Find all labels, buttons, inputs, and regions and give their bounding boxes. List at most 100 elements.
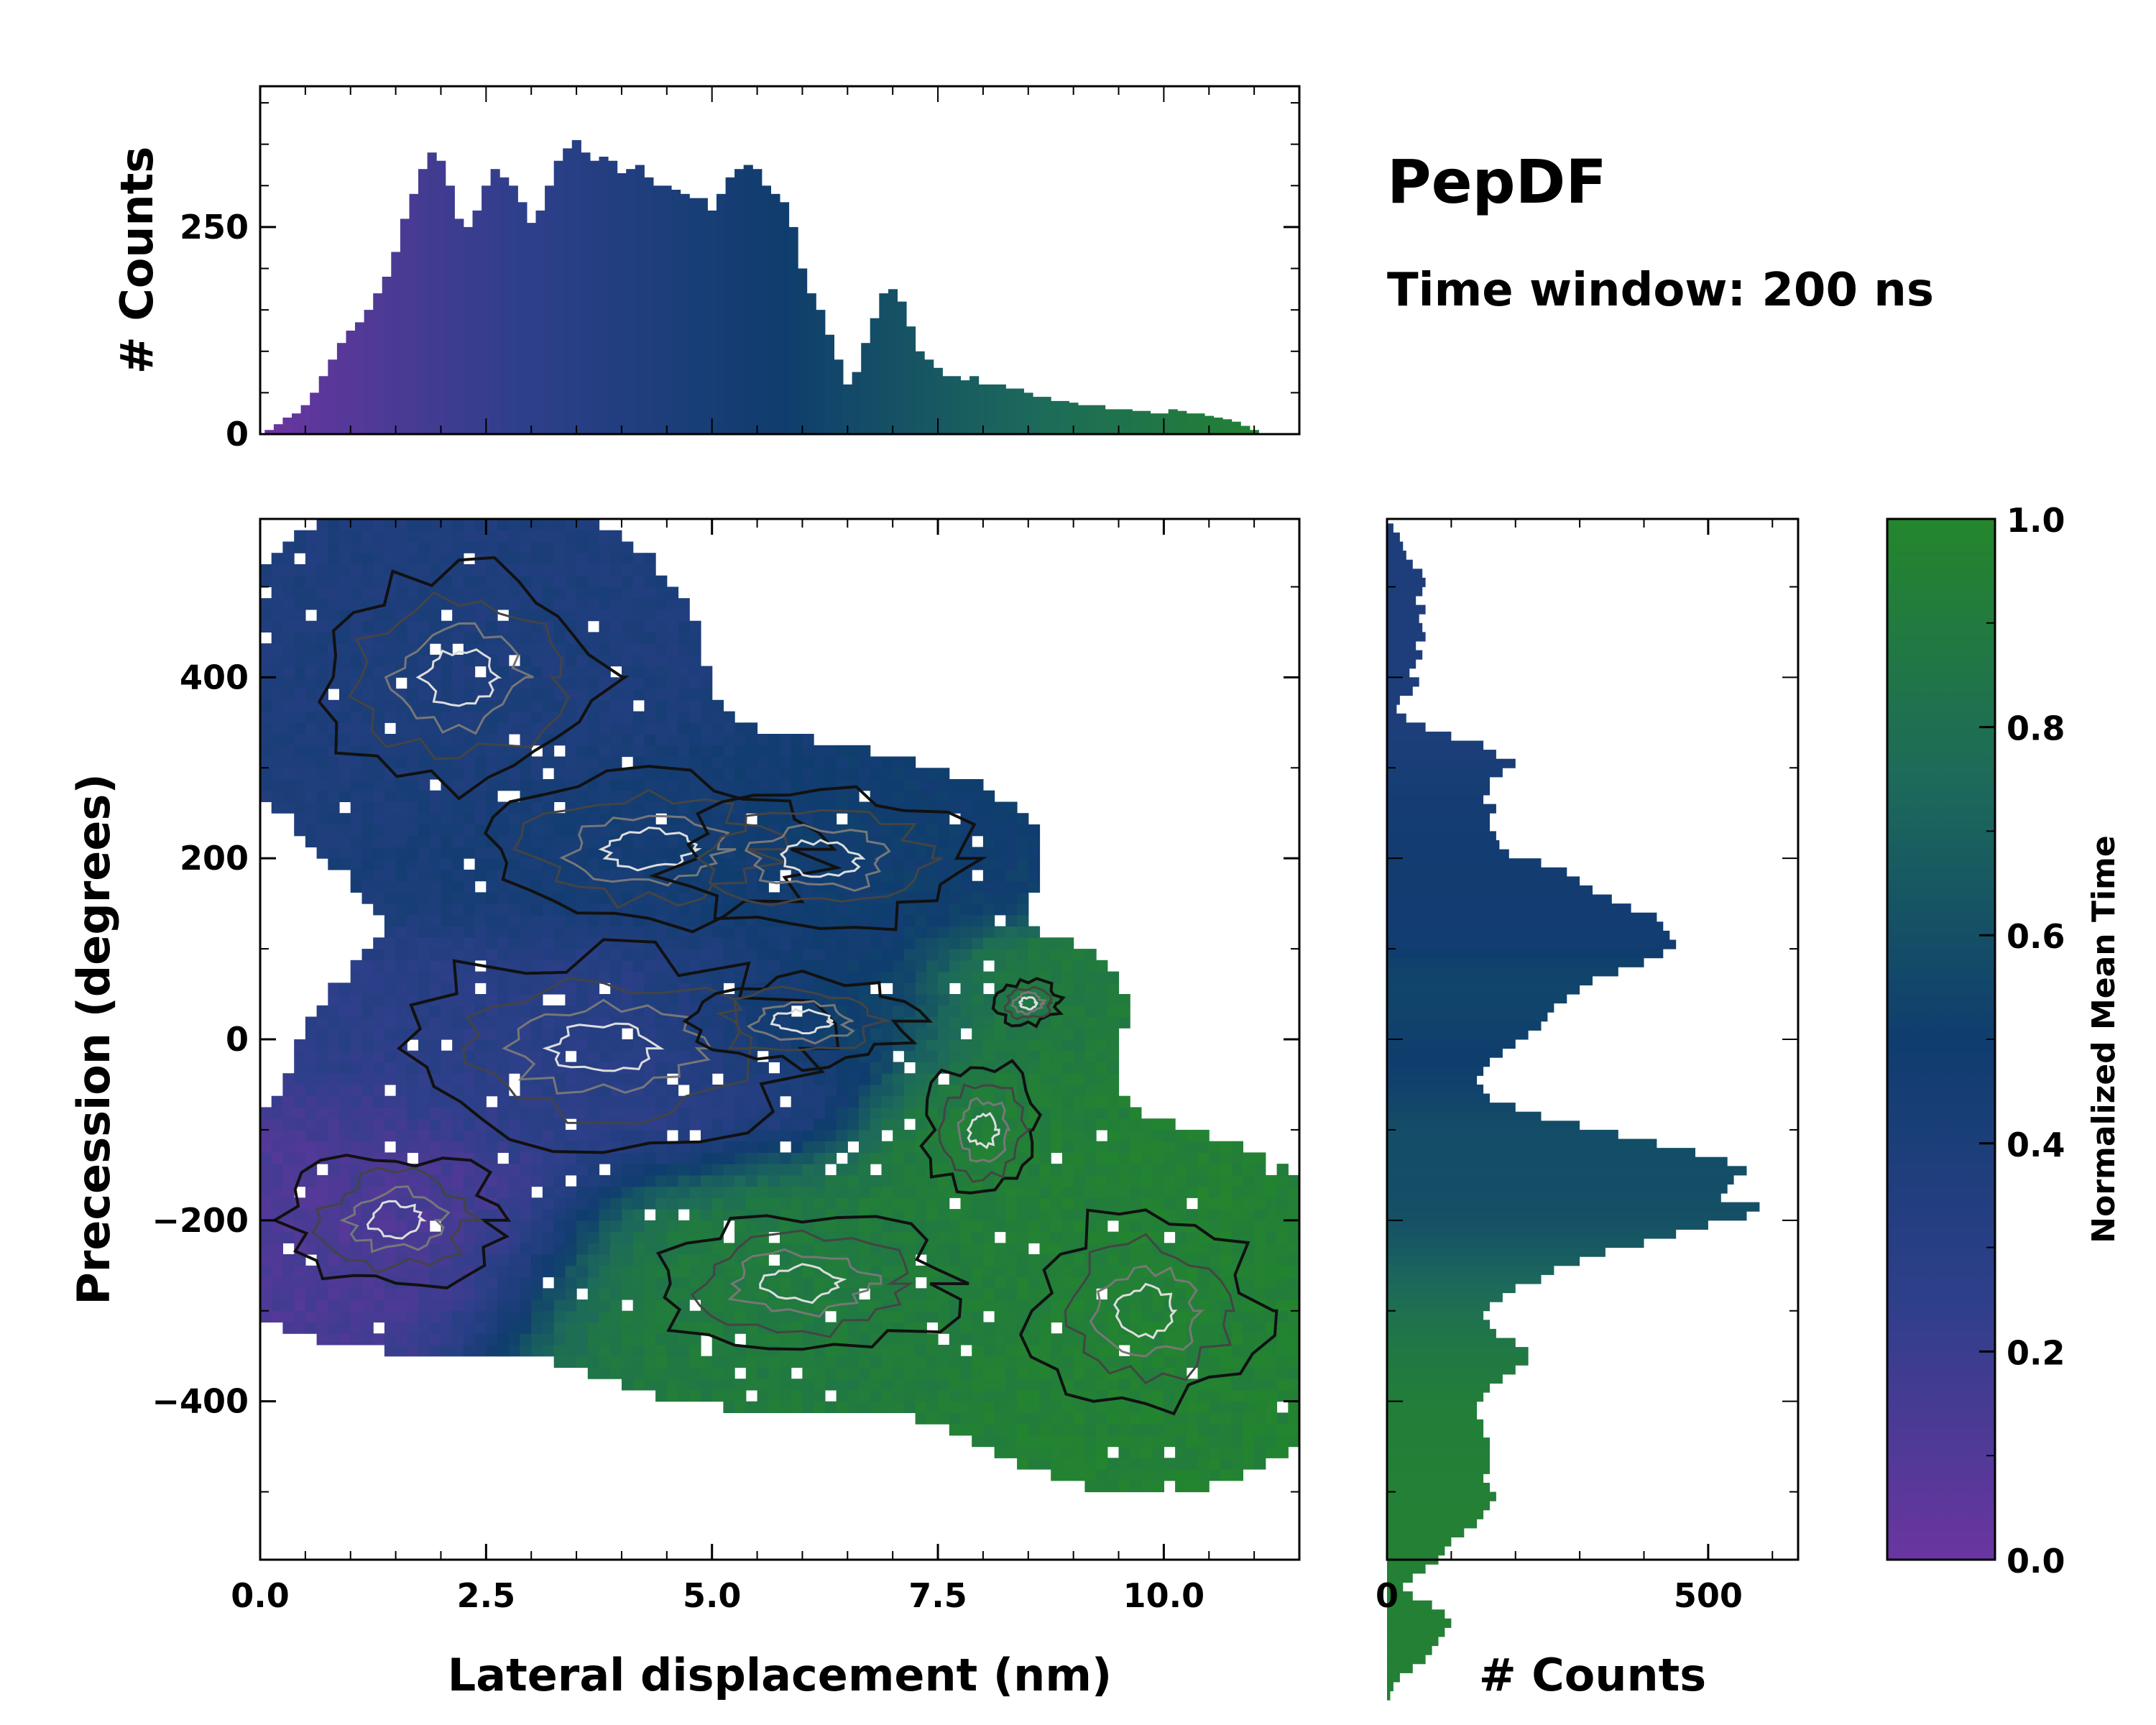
heatmap-cell [859,1322,871,1334]
heatmap-cell [824,1174,837,1187]
heatmap-cell [622,1186,634,1198]
heatmap-cell [814,1367,826,1379]
heatmap-cell [1130,1435,1142,1448]
heatmap-cell [599,756,611,768]
heatmap-cell [1209,1458,1221,1470]
heatmap-cell [903,1164,916,1176]
heatmap-cell [824,914,837,927]
heatmap-cell [395,801,407,814]
heatmap-cell [1164,1197,1176,1210]
heatmap-cell [350,722,362,735]
heatmap-cell [972,1265,984,1278]
heatmap-cell [328,1028,340,1040]
heatmap-cell [745,903,758,916]
heatmap-cell [870,1356,882,1368]
heatmap-cell [1118,1300,1130,1312]
heatmap-cell [701,1220,713,1233]
heatmap-cell [915,1186,927,1198]
heatmap-cell [1164,1424,1176,1436]
heatmap-cell [994,1254,1006,1266]
heatmap-cell [384,880,397,893]
heatmap-cell [915,779,927,791]
heatmap-cell [915,1174,927,1187]
heatmap-cell [847,1062,860,1074]
heatmap-cell [949,835,962,847]
heatmap-cell [734,1300,747,1312]
heatmap-cell [1231,1209,1243,1221]
heatmap-cell [780,745,792,758]
heatmap-cell [1209,1220,1221,1233]
heatmap-cell [1118,1333,1130,1346]
heatmap-cell [384,1231,397,1243]
heatmap-cell [734,745,747,758]
heatmap-cell [1197,1243,1210,1255]
heatmap-cell [734,1062,747,1074]
heatmap-cell [622,722,634,735]
heatmap-cell [531,1118,543,1131]
heatmap-cell [328,779,340,791]
heatmap-cell [780,1107,792,1119]
heatmap-cell [531,1243,543,1255]
heatmap-cell [689,1073,701,1085]
heatmap-cell [1017,1039,1029,1052]
heatmap-cell [915,1288,927,1300]
heatmap-cell [814,1254,826,1266]
heatmap-cell [949,1186,962,1198]
heatmap-cell [1288,1424,1300,1436]
heatmap-cell [814,1095,826,1108]
heatmap-cell [734,926,747,938]
heatmap-cell [294,801,306,814]
heatmap-cell [508,1141,521,1153]
heatmap-cell [610,1300,622,1312]
heatmap-cell [859,801,871,814]
heatmap-cell [949,880,962,893]
heatmap-cell [373,1164,385,1176]
heatmap-cell [542,869,555,882]
heatmap-cell [1243,1333,1255,1346]
heatmap-cell [542,801,555,814]
heatmap-cell [701,1356,713,1368]
heatmap-cell [847,1345,860,1357]
heatmap-cell [644,722,656,735]
heatmap-cell [814,1073,826,1085]
heatmap-cell [847,1276,860,1289]
heatmap-cell [328,1005,340,1018]
heatmap-cell [666,779,679,791]
heatmap-cell [847,835,860,847]
heatmap-cell [395,847,407,859]
heatmap-cell [745,937,758,949]
heatmap-cell [294,1265,306,1278]
heatmap-cell [305,1276,318,1289]
heatmap-cell [520,1276,532,1289]
heatmap-cell [486,1276,498,1289]
heatmap-cell [644,1367,656,1379]
heatmap-cell [1141,1367,1153,1379]
heatmap-cell [497,677,510,689]
heatmap-cell [407,654,419,667]
heatmap-cell [960,971,972,983]
heatmap-cell [632,1367,645,1379]
heatmap-cell [926,949,939,961]
heatmap-cell [655,768,668,780]
heatmap-cell [260,1197,272,1210]
heatmap-cell [678,1107,690,1119]
heatmap-cell [587,1288,600,1300]
top-histogram-bar [951,376,961,434]
heatmap-cell [982,1085,995,1097]
heatmap-cell [938,1186,950,1198]
heatmap-cell [734,756,747,768]
heatmap-cell [711,722,724,735]
heatmap-cell [836,1389,848,1402]
heatmap-cell [418,903,430,916]
heatmap-cell [994,1356,1006,1368]
heatmap-cell [768,1276,780,1289]
heatmap-cell [384,914,397,927]
heatmap-cell [745,1085,758,1097]
heatmap-cell [395,1174,407,1187]
heatmap-cell [373,1085,385,1097]
heatmap-cell [1039,1220,1051,1233]
heatmap-cell [1107,1129,1120,1142]
heatmap-cell [474,903,487,916]
heatmap-cell [1175,1265,1187,1278]
heatmap-cell [689,1220,701,1233]
